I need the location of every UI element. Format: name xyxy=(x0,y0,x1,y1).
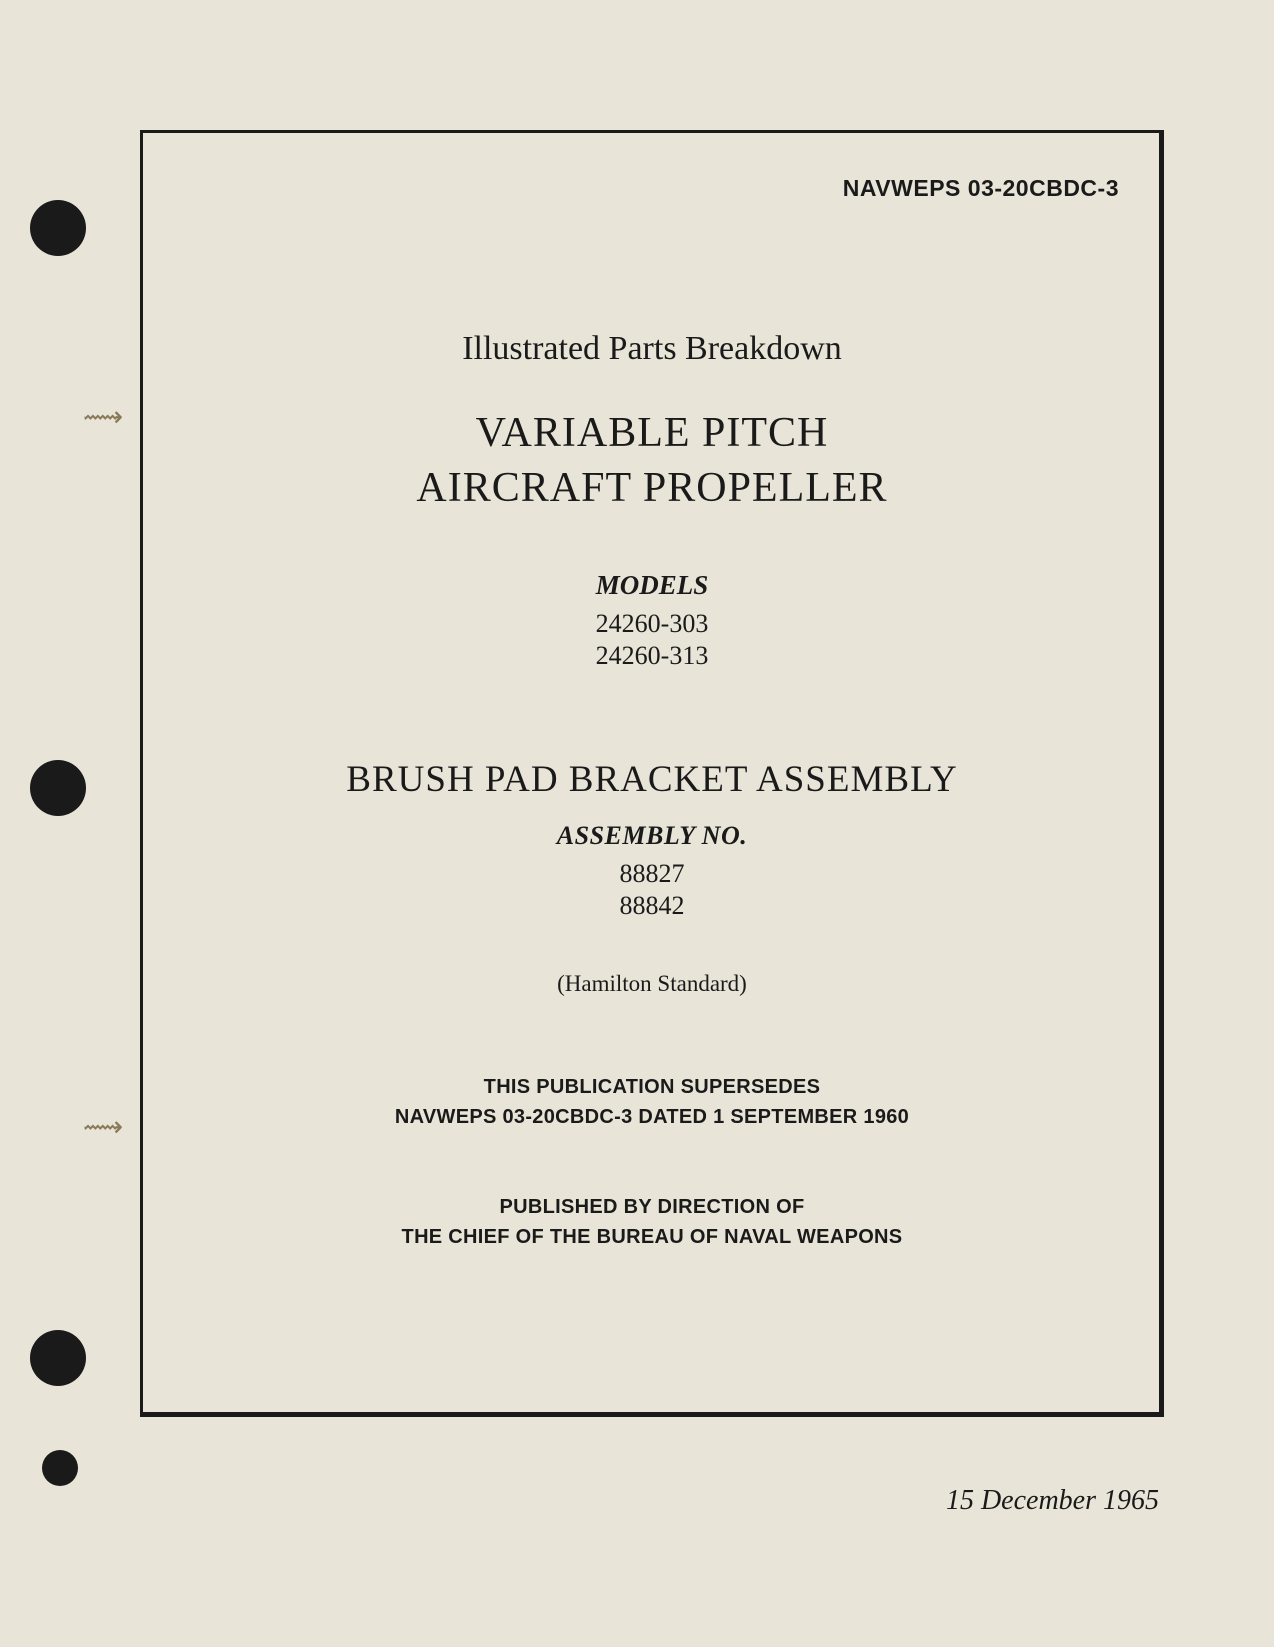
supersedes-line: THIS PUBLICATION SUPERSEDES xyxy=(484,1076,821,1098)
publication-date: 15 December 1965 xyxy=(946,1485,1159,1517)
assembly-number: 88842 xyxy=(140,891,1164,921)
manufacturer-name: (Hamilton Standard) xyxy=(140,971,1164,997)
publisher-line: THE CHIEF OF THE BUREAU OF NAVAL WEAPONS xyxy=(402,1226,903,1248)
assembly-number: 88827 xyxy=(140,859,1164,889)
document-content: Illustrated Parts Breakdown VARIABLE PIT… xyxy=(140,330,1164,1252)
spacer xyxy=(140,673,1164,758)
staple-mark-icon: ⟿ xyxy=(83,400,113,430)
assembly-label: ASSEMBLY NO. xyxy=(140,821,1164,851)
main-title-line: VARIABLE PITCH xyxy=(476,410,829,456)
model-number: 24260-303 xyxy=(140,609,1164,639)
punch-hole-icon xyxy=(30,760,86,816)
document-number: NAVWEPS 03-20CBDC-3 xyxy=(843,175,1119,202)
main-title: VARIABLE PITCH AIRCRAFT PROPELLER xyxy=(140,406,1164,515)
publisher-notice: PUBLISHED BY DIRECTION OF THE CHIEF OF T… xyxy=(140,1192,1164,1252)
punch-hole-icon xyxy=(30,1330,86,1386)
model-number: 24260-313 xyxy=(140,641,1164,671)
secondary-title: BRUSH PAD BRACKET ASSEMBLY xyxy=(140,758,1164,801)
punch-hole-icon xyxy=(30,200,86,256)
punch-hole-icon xyxy=(42,1450,78,1486)
document-subtitle: Illustrated Parts Breakdown xyxy=(140,330,1164,368)
main-title-line: AIRCRAFT PROPELLER xyxy=(416,465,887,511)
supersedes-notice: THIS PUBLICATION SUPERSEDES NAVWEPS 03-2… xyxy=(140,1072,1164,1132)
models-label: MODELS xyxy=(140,570,1164,601)
staple-mark-icon: ⟿ xyxy=(83,1110,113,1140)
publisher-line: PUBLISHED BY DIRECTION OF xyxy=(500,1196,805,1218)
document-page: ⟿ ⟿ NAVWEPS 03-20CBDC-3 Illustrated Part… xyxy=(0,0,1274,1647)
supersedes-line: NAVWEPS 03-20CBDC-3 DATED 1 SEPTEMBER 19… xyxy=(395,1106,909,1128)
